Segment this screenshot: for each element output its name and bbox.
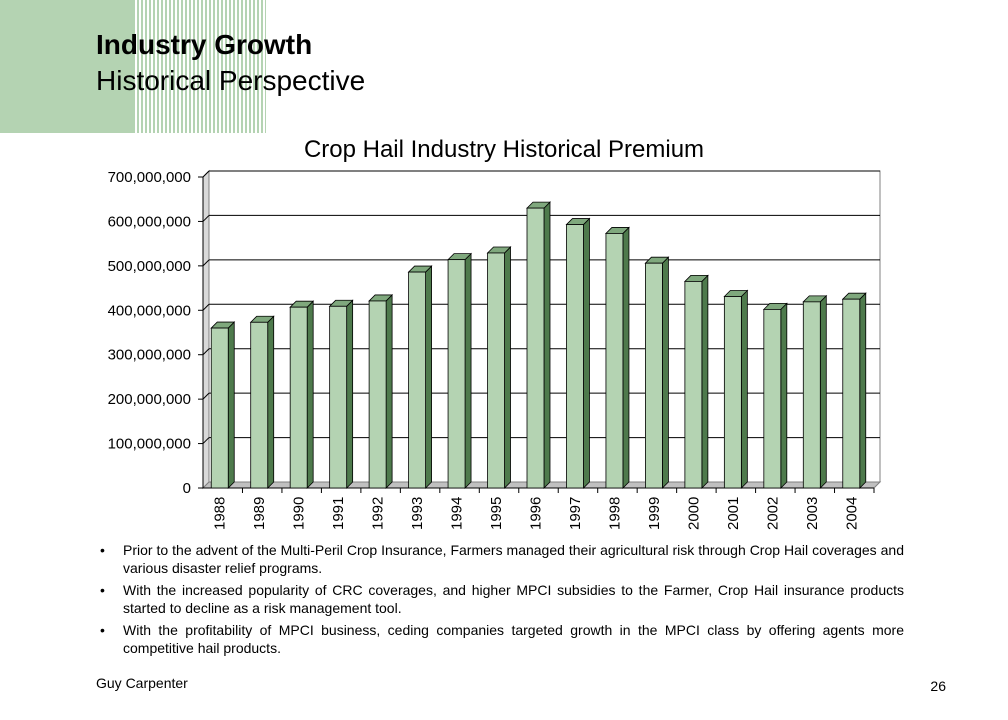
bar-2003 bbox=[802, 301, 821, 489]
x-tick-label: 2003 bbox=[804, 497, 821, 530]
x-tick-label: 1994 bbox=[449, 497, 466, 530]
bar-1988 bbox=[210, 327, 229, 489]
bar-side bbox=[583, 217, 590, 489]
decorative-corner-stripes bbox=[133, 0, 266, 133]
bullet-item-2: With the increased popularity of CRC cov… bbox=[100, 581, 904, 617]
x-tick-label: 1989 bbox=[251, 497, 268, 530]
y-tick-label: 600,000,000 bbox=[108, 213, 191, 230]
x-tick-label: 1992 bbox=[370, 497, 387, 530]
x-tick-label: 2002 bbox=[764, 497, 781, 530]
y-tick-label: 100,000,000 bbox=[108, 436, 191, 453]
bar-side bbox=[385, 293, 393, 489]
bar-side bbox=[859, 292, 867, 489]
bar-side bbox=[819, 294, 827, 489]
x-tick-label: 1991 bbox=[330, 497, 347, 530]
gridline-diagonal bbox=[202, 392, 210, 400]
bar-2001 bbox=[723, 296, 742, 489]
page-number: 26 bbox=[930, 678, 946, 694]
gridline-diagonal bbox=[202, 215, 210, 222]
bullet-item-3: With the profitability of MPCI business,… bbox=[100, 621, 904, 657]
y-tick-label: 300,000,000 bbox=[108, 347, 191, 364]
x-tick-label: 1988 bbox=[212, 497, 229, 530]
bar-side bbox=[346, 299, 354, 489]
gridline-diagonal bbox=[202, 170, 210, 178]
bar-side bbox=[306, 300, 314, 489]
y-tick-label: 0 bbox=[183, 480, 191, 497]
x-tick-label: 1999 bbox=[646, 497, 663, 530]
bar-side bbox=[543, 201, 551, 489]
bar-1989 bbox=[250, 321, 269, 489]
bar-1993 bbox=[408, 271, 426, 489]
bar-side bbox=[227, 321, 235, 489]
bar-1994 bbox=[447, 259, 466, 489]
bar-1990 bbox=[289, 306, 308, 489]
bar-side bbox=[662, 256, 669, 489]
bar-1995 bbox=[487, 252, 505, 489]
bar-1992 bbox=[368, 300, 387, 489]
footer-company: Guy Carpenter bbox=[96, 675, 188, 691]
x-tick-label: 1996 bbox=[528, 497, 545, 530]
decorative-corner-block bbox=[0, 0, 133, 133]
x-tick-label: 1998 bbox=[606, 497, 623, 530]
y-tick-label: 500,000,000 bbox=[108, 258, 191, 275]
page-subtitle: Historical Perspective bbox=[96, 65, 366, 96]
bullet-list: Prior to the advent of the Multi-Peril C… bbox=[100, 541, 904, 661]
bar-side bbox=[464, 252, 472, 489]
bar-side bbox=[740, 289, 748, 489]
bullet-item-1: Prior to the advent of the Multi-Peril C… bbox=[100, 541, 904, 577]
bar-1998 bbox=[605, 233, 624, 489]
gridline-diagonal bbox=[202, 437, 210, 444]
bar-1999 bbox=[645, 262, 663, 489]
bar-side bbox=[780, 302, 788, 489]
premium-bar-chart: 0 100,000,000 200,000,000 300,000,000 400,00… bbox=[108, 169, 882, 530]
chart-title: Crop Hail Industry Historical Premium bbox=[303, 136, 705, 163]
bar-2000 bbox=[684, 281, 703, 489]
y-tick-label: 400,000,000 bbox=[108, 302, 191, 319]
bar-side bbox=[267, 315, 275, 489]
page-title: Industry Growth bbox=[96, 29, 313, 60]
gridline-diagonal bbox=[202, 303, 210, 311]
bar-side bbox=[504, 246, 511, 489]
x-tick-label: 2004 bbox=[843, 497, 860, 530]
x-tick-label: 1997 bbox=[567, 497, 584, 530]
bar-side bbox=[701, 274, 709, 489]
bar-side bbox=[622, 226, 630, 489]
bar-2002 bbox=[763, 308, 782, 489]
x-tick-label: 2001 bbox=[725, 497, 742, 530]
x-tick-label: 1995 bbox=[488, 497, 505, 530]
gridline-diagonal bbox=[202, 259, 210, 267]
x-tick-label: 1993 bbox=[409, 497, 426, 530]
x-tick-label: 2000 bbox=[685, 497, 702, 530]
y-tick-label: 200,000,000 bbox=[108, 391, 191, 408]
bar-1991 bbox=[329, 305, 348, 489]
x-tick-label: 1990 bbox=[291, 497, 308, 530]
bar-1996 bbox=[526, 207, 545, 489]
gridline-diagonal bbox=[202, 348, 210, 356]
bar-1997 bbox=[566, 224, 584, 489]
bar-2004 bbox=[842, 298, 861, 489]
bar-side bbox=[425, 265, 432, 489]
y-tick-label: 700,000,000 bbox=[108, 169, 191, 186]
